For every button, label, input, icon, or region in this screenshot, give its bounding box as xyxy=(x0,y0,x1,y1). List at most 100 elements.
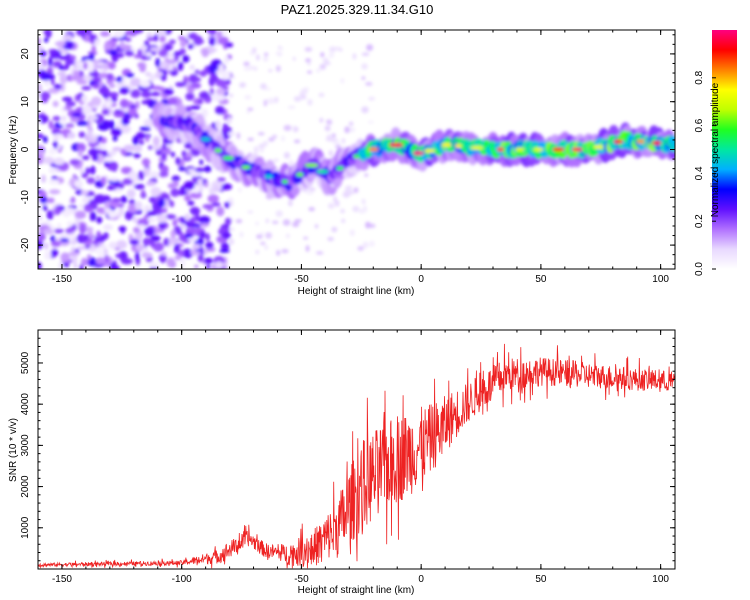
spectrogram-cell xyxy=(64,59,75,66)
spectrogram-cell xyxy=(101,108,110,116)
spectrogram-cell xyxy=(271,220,279,225)
spectrogram-cell xyxy=(239,82,246,88)
spectrogram-cell xyxy=(273,158,279,163)
spectrogram-cell xyxy=(91,134,99,139)
spectrogram-cell xyxy=(226,116,232,124)
spectrogram-cell xyxy=(263,56,269,62)
spectrogram-cell xyxy=(195,213,200,222)
spectrogram-cell xyxy=(58,261,65,269)
spectrogram-cell xyxy=(150,85,162,90)
spectrogram-cell xyxy=(170,188,180,197)
spectrogram-cell xyxy=(50,79,55,85)
spectrogram-cell xyxy=(146,36,157,42)
spectrogram-cell xyxy=(152,136,160,147)
spectrogram-cell xyxy=(228,238,235,245)
colorbar-tick-label: 0.4 xyxy=(694,166,705,180)
spectrogram-cell xyxy=(267,97,275,105)
spectrogram-cell xyxy=(157,198,166,208)
spectrogram-cell xyxy=(368,120,374,124)
spectrogram-cell xyxy=(281,248,289,254)
spectrogram-cell xyxy=(95,175,101,180)
spectrogram-cell xyxy=(103,231,109,240)
spectrogram-cell xyxy=(268,69,273,73)
spectrogram-cell xyxy=(213,185,221,193)
spectrogram-cell xyxy=(38,133,44,139)
spectrogram-cell xyxy=(307,99,313,106)
spectrogram-cell xyxy=(454,144,462,149)
spectrogram-cell xyxy=(305,245,310,252)
spectrogram-cell xyxy=(365,221,371,229)
spectrogram-cell xyxy=(279,46,283,51)
spectrogram-y-tick-label: -10 xyxy=(20,190,31,205)
spectrogram-cell xyxy=(90,165,96,175)
spectrogram-cell xyxy=(98,80,104,88)
spectrogram-cell xyxy=(212,180,222,187)
colorbar-ticks: 0.0 0.2 0.4 0.6 0.8 xyxy=(694,70,716,276)
spectrogram-cell xyxy=(184,233,193,239)
spectrogram-cell xyxy=(121,77,127,84)
spectrogram-cell xyxy=(44,250,52,260)
spectrogram-cell xyxy=(72,70,81,76)
spectrogram-cell xyxy=(424,148,436,153)
spectrogram-cell xyxy=(194,264,199,269)
spectrogram-cell xyxy=(293,139,301,144)
spectrogram-cell xyxy=(135,144,142,151)
spectrogram-cell xyxy=(60,238,70,243)
spectrogram-cell xyxy=(203,257,213,264)
spectrogram-cell xyxy=(274,96,279,104)
spectrogram-cell xyxy=(145,51,152,57)
spectrogram-cell xyxy=(81,94,88,103)
spectrogram-cell xyxy=(140,189,146,198)
spectrogram-cell xyxy=(53,157,65,166)
spectrogram-cell xyxy=(246,110,251,115)
spectrogram-cell xyxy=(38,239,44,250)
spectrogram-cell xyxy=(199,231,206,239)
spectrogram-cell xyxy=(319,117,324,123)
spectrogram-cell xyxy=(184,213,191,221)
spectrogram-cell xyxy=(159,61,168,69)
spectrogram-cell xyxy=(103,160,110,168)
spectrogram-cell xyxy=(80,190,89,196)
spectrogram-cell xyxy=(46,210,54,220)
spectrogram-cell xyxy=(84,30,92,35)
spectrogram-cell xyxy=(134,113,139,119)
spectrogram-cell xyxy=(48,148,57,155)
spectrogram-cell xyxy=(306,190,314,195)
spectrogram-cell xyxy=(107,185,115,191)
spectrogram-cell xyxy=(51,128,61,136)
spectrogram-cell xyxy=(207,194,219,204)
spectrogram-cell xyxy=(89,71,100,77)
spectrogram-cell xyxy=(150,91,161,97)
spectrogram-cell xyxy=(361,198,366,204)
spectrogram-cell xyxy=(265,232,272,239)
spectrogram-cell xyxy=(194,167,205,173)
spectrogram-cell xyxy=(300,95,307,100)
spectrogram-cell xyxy=(150,235,161,242)
spectrogram-cell xyxy=(115,109,121,114)
spectrogram-cell xyxy=(108,82,116,89)
spectrogram-cell xyxy=(212,92,220,102)
spectrogram-cell xyxy=(243,61,250,67)
spectrogram-cell xyxy=(264,245,269,250)
spectrogram-cell xyxy=(121,117,130,126)
spectrogram-cell xyxy=(161,207,168,213)
spectrogram-cell xyxy=(316,68,321,73)
spectrogram-cell xyxy=(38,261,42,269)
colorbar: 0.0 0.2 0.4 0.6 0.8 Normalized spectral ampl… xyxy=(694,30,737,276)
spectrogram-cell xyxy=(191,216,196,223)
spectrogram-cell xyxy=(85,167,92,175)
spectrogram-cell xyxy=(190,192,202,199)
spectrogram-cell xyxy=(83,226,94,232)
spectrogram-y-tick-label: 10 xyxy=(20,96,31,108)
spectrogram-cell xyxy=(138,139,145,146)
spectrogram-cell xyxy=(38,91,41,100)
spectrogram-cell xyxy=(219,248,230,253)
spectrogram-cell xyxy=(300,88,308,96)
spectrogram-cell xyxy=(115,239,128,250)
spectrogram-cell xyxy=(146,210,157,216)
spectrogram-cell xyxy=(140,90,152,98)
spectrogram-cell xyxy=(107,61,116,70)
spectrogram-cell xyxy=(187,32,198,40)
spectrogram-cell xyxy=(135,251,140,262)
